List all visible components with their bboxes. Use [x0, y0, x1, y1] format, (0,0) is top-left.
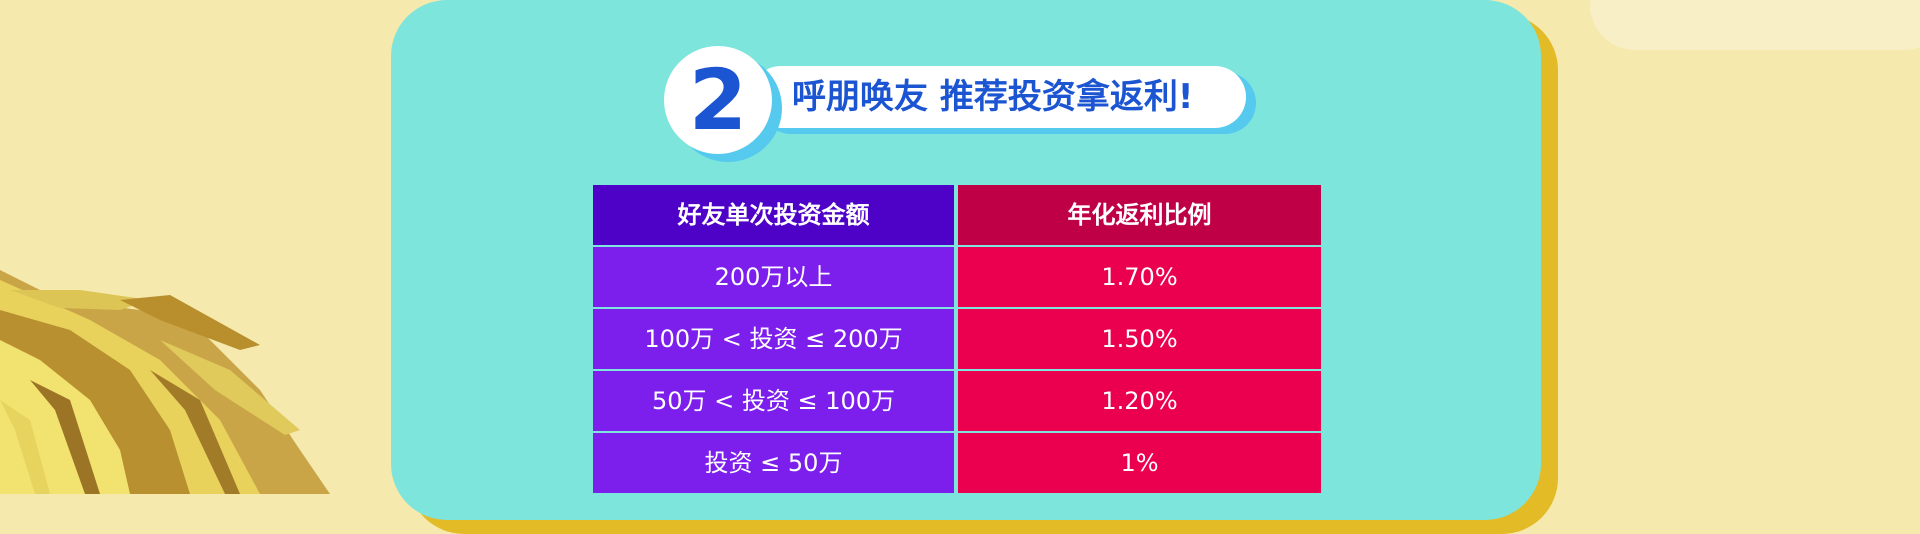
title-pill [750, 66, 1246, 128]
rebate-table: 好友单次投资金额 年化返利比例 200万以上 1.70% 100万 < 投资 ≤… [593, 185, 1321, 495]
header-rebate-rate: 年化返利比例 [958, 185, 1321, 245]
background-cloud-small [1740, 0, 1910, 48]
table-row: 投资 ≤ 50万 1% [593, 433, 1321, 493]
section-title: 呼朋唤友 推荐投资拿返利! 2 [664, 46, 1264, 162]
step-number-badge [664, 46, 772, 154]
header-investment-amount: 好友单次投资金额 [593, 185, 954, 245]
rebate-rate-cell: 1.20% [958, 371, 1321, 431]
rebate-rate-cell: 1% [958, 433, 1321, 493]
decorative-grass-illustration [0, 270, 330, 494]
table-row: 200万以上 1.70% [593, 247, 1321, 307]
title-text: 呼朋唤友 推荐投资拿返利! [792, 77, 1194, 117]
investment-amount-cell: 100万 < 投资 ≤ 200万 [593, 309, 954, 369]
step-number: 2 [688, 51, 748, 149]
table-row: 50万 < 投资 ≤ 100万 1.20% [593, 371, 1321, 431]
investment-amount-cell: 投资 ≤ 50万 [593, 433, 954, 493]
investment-amount-cell: 200万以上 [593, 247, 954, 307]
rebate-rate-cell: 1.70% [958, 247, 1321, 307]
table-header-row: 好友单次投资金额 年化返利比例 [593, 185, 1321, 245]
rebate-rate-cell: 1.50% [958, 309, 1321, 369]
table-row: 100万 < 投资 ≤ 200万 1.50% [593, 309, 1321, 369]
investment-amount-cell: 50万 < 投资 ≤ 100万 [593, 371, 954, 431]
